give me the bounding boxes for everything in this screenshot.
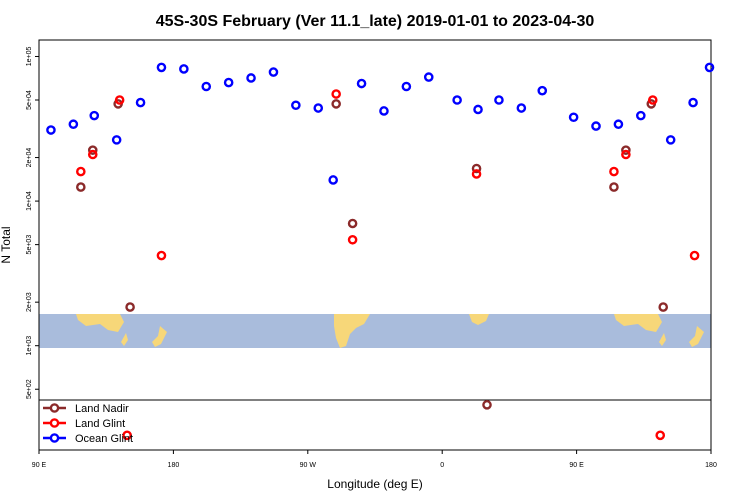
legend-label-ocean-glint: Ocean Glint bbox=[75, 433, 133, 445]
legend-label-land-glint: Land Glint bbox=[75, 418, 125, 430]
land-nadir-point bbox=[482, 400, 492, 410]
land-glint-point bbox=[655, 430, 666, 441]
y-tick-label: 5e+04 bbox=[26, 90, 33, 110]
plot-frame bbox=[38, 39, 712, 451]
map-land-south-america bbox=[334, 314, 370, 348]
map-land-new-zealand bbox=[152, 326, 167, 347]
legend-marker-ocean-glint bbox=[49, 433, 60, 443]
land-nadir-point bbox=[471, 163, 482, 174]
ocean-glint-point bbox=[201, 81, 212, 92]
ocean-glint-point bbox=[46, 125, 56, 135]
x-axis-label: Longitude (deg E) bbox=[327, 477, 422, 491]
land-glint-point bbox=[122, 430, 132, 441]
ocean-glint-point bbox=[156, 62, 167, 73]
map-land-australia-repeat bbox=[614, 314, 662, 332]
ocean-glint-point bbox=[665, 135, 676, 145]
y-tick-label: 1e+04 bbox=[26, 191, 33, 211]
legend-marker-land-nadir bbox=[49, 403, 60, 413]
ocean-glint-point bbox=[473, 104, 483, 115]
land-nadir-point bbox=[331, 99, 341, 109]
ocean-glint-point bbox=[68, 119, 79, 130]
ocean-glint-point bbox=[494, 95, 504, 105]
x-tick-label: 90 E bbox=[569, 462, 584, 469]
ocean-glint-point bbox=[423, 72, 434, 82]
land-glint-point bbox=[76, 166, 86, 177]
ocean-glint-point bbox=[313, 103, 324, 113]
map-land-australia bbox=[76, 314, 124, 332]
ocean-glint-point bbox=[704, 62, 715, 73]
land-glint-point bbox=[621, 149, 631, 160]
legend-label-land-nadir: Land Nadir bbox=[75, 403, 129, 415]
ocean-glint-point bbox=[291, 100, 301, 111]
y-tick-label: 2e+04 bbox=[26, 148, 33, 168]
map-land-tasmania bbox=[121, 333, 128, 346]
x-tick-label: 90 E bbox=[32, 462, 47, 469]
ocean-glint-point bbox=[356, 78, 367, 89]
x-tick-label: 180 bbox=[168, 462, 180, 469]
map-ocean bbox=[39, 314, 711, 348]
x-tick-label: 0 bbox=[440, 462, 444, 469]
ocean-glint-point bbox=[246, 73, 256, 83]
map-land-tasmania-repeat bbox=[659, 333, 666, 346]
ocean-glint-point bbox=[688, 97, 698, 108]
land-glint-point bbox=[331, 89, 341, 99]
land-glint-point bbox=[471, 169, 482, 179]
y-tick-label: 1e+05 bbox=[26, 47, 33, 67]
ocean-glint-point bbox=[613, 119, 624, 130]
land-glint-point bbox=[647, 95, 658, 105]
y-tick-label: 2e+03 bbox=[26, 292, 33, 312]
chart-title: 45S-30S February (Ver 11.1_late) 2019-01… bbox=[156, 13, 595, 30]
legend-marker-land-glint bbox=[49, 418, 60, 428]
land-glint-point bbox=[87, 149, 98, 160]
ocean-glint-point bbox=[379, 106, 389, 116]
y-tick-label: 5e+02 bbox=[26, 379, 33, 399]
land-glint-point bbox=[609, 166, 619, 177]
ocean-glint-point bbox=[135, 97, 146, 108]
land-glint-point bbox=[347, 234, 358, 245]
ocean-glint-point bbox=[452, 95, 462, 105]
land-nadir-point bbox=[87, 145, 98, 155]
x-tick-label: 180 bbox=[705, 462, 717, 469]
ocean-glint-point bbox=[268, 67, 279, 77]
ocean-glint-point bbox=[568, 112, 579, 123]
map-land-south-africa bbox=[469, 314, 489, 325]
land-nadir-point bbox=[125, 302, 135, 312]
x-tick-label: 90 W bbox=[300, 462, 317, 469]
ocean-glint-point bbox=[111, 135, 122, 145]
ocean-glint-point bbox=[516, 103, 527, 113]
land-nadir-point bbox=[609, 182, 619, 192]
data-points bbox=[46, 62, 715, 441]
y-axis: 5e+02 1e+03 2e+03 5e+03 1e+04 2e+04 5e+04 1e+05 bbox=[26, 47, 39, 399]
legend: Land Nadir Land Glint Ocean Glint bbox=[43, 403, 133, 445]
y-axis-label: N Total bbox=[0, 226, 13, 263]
ocean-glint-point bbox=[328, 175, 338, 185]
ocean-glint-point bbox=[401, 81, 412, 92]
ocean-glint-point bbox=[179, 64, 189, 74]
ocean-glint-point bbox=[537, 85, 548, 96]
land-glint-point bbox=[689, 250, 700, 261]
land-nadir-point bbox=[76, 182, 86, 192]
land-glint-point bbox=[156, 250, 167, 261]
ocean-glint-point bbox=[591, 121, 601, 131]
y-tick-label: 1e+03 bbox=[26, 336, 33, 356]
ocean-glint-point bbox=[89, 110, 100, 121]
world-map-inset bbox=[39, 314, 711, 348]
ocean-glint-point bbox=[636, 110, 646, 121]
x-axis: 90 E 180 90 W 0 90 E 180 bbox=[32, 450, 717, 469]
land-nadir-point bbox=[621, 145, 631, 155]
land-glint-point bbox=[114, 95, 125, 105]
land-nadir-point bbox=[658, 302, 669, 312]
land-nadir-point bbox=[347, 218, 358, 229]
y-tick-label: 5e+03 bbox=[26, 235, 33, 255]
map-land-new-zealand-repeat bbox=[689, 326, 704, 347]
ocean-glint-point bbox=[223, 77, 234, 88]
